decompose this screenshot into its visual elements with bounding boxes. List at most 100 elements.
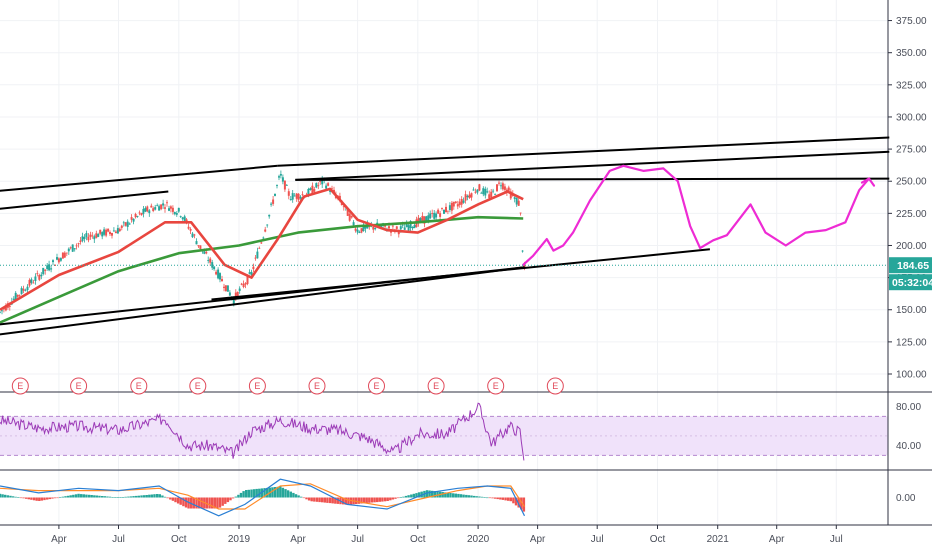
price-tick-label: 350.00 [896,48,927,59]
candle-body [503,186,506,190]
histogram-bar [276,486,279,498]
time-tick-label: Jul [591,534,604,545]
histogram-bar [347,497,350,505]
candle-body [321,178,324,185]
earnings-marker[interactable]: E [427,377,445,395]
earnings-marker[interactable]: E [248,377,266,395]
histogram-bar [137,495,140,498]
earnings-marker[interactable]: E [308,377,326,395]
candle-body [89,234,92,237]
histogram-bar [66,495,70,498]
candle-body [313,189,316,192]
candle-body [445,206,447,213]
earnings-circle [189,377,207,395]
candle-body [71,244,74,252]
candle-body [50,268,53,270]
candle-body [474,191,477,193]
histogram-bar [397,497,400,499]
candle-body [126,221,129,227]
candle-body [301,194,304,196]
candle-body [266,224,269,226]
candle-body [248,272,251,274]
candle-body [213,266,216,270]
histogram-bar [284,489,287,498]
histogram-bar [245,490,248,498]
candle-body [150,205,153,208]
trendline [277,136,890,167]
histogram-bar [431,490,434,498]
candle-body [342,206,345,208]
histogram-bar [425,490,429,498]
candle-body [28,279,31,286]
candle-body [197,245,200,247]
candle-body [56,257,58,260]
candle-body [411,226,414,229]
candle-body [285,185,288,186]
earnings-marker[interactable]: E [70,377,88,395]
time-tick-label: 2019 [228,534,251,545]
candle-body [158,206,161,211]
candle-body [437,209,440,214]
candle-body [193,234,196,236]
candle-body [79,240,82,242]
candle-body [187,226,190,229]
candle-body [519,212,522,214]
histogram-bar [452,493,455,498]
histogram-bar [0,493,2,498]
histogram-bar [252,489,256,498]
histogram-bar [404,495,408,498]
candlestick-series [0,170,526,315]
candle-body [215,271,218,275]
histogram-bar [85,494,88,498]
earnings-marker[interactable]: E [189,377,207,395]
candle-body [264,229,267,232]
candle-body [443,209,445,214]
histogram-bar [355,497,358,504]
histogram-bar [478,496,481,498]
earnings-marker[interactable]: E [368,377,385,395]
earnings-marker[interactable]: E [487,377,505,395]
histogram-bar [197,497,201,509]
candle-body [140,213,143,216]
candle-body [183,216,186,221]
candle-body [500,185,502,187]
histogram-bar [266,487,269,498]
histogram-bar [158,494,161,498]
histogram-bar [32,497,36,501]
histogram-bar [255,488,258,498]
histogram-bar [27,497,30,500]
candle-body [232,298,235,304]
candle-body [146,206,149,212]
candle-body [30,279,33,283]
candle-body [95,233,98,238]
candle-body [397,231,400,235]
candle-body [272,199,275,204]
histogram-bar [171,497,175,501]
candle-body [185,219,188,222]
histogram-bar [11,496,15,498]
price-tick-label: 150.00 [896,305,927,316]
candle-body [281,177,284,182]
candle-body [242,283,245,287]
candle-body [75,245,78,247]
candle-body [287,191,290,196]
time-tick-label: 2020 [467,534,490,545]
histogram-bar [307,497,311,501]
histogram-bar [467,495,471,498]
time-tick-label: Jul [112,534,125,545]
earnings-marker[interactable]: E [130,377,148,395]
candle-body [14,292,17,301]
candle-body [435,213,438,218]
histogram-bar [56,497,59,499]
candle-body [260,242,263,244]
histogram-bar [279,486,282,498]
earnings-label: E [552,381,558,391]
earnings-marker[interactable]: E [546,377,564,395]
earnings-marker[interactable]: E [11,377,29,395]
candle-body [38,275,41,280]
candle-body [32,282,35,284]
histogram-bar [310,497,313,502]
histogram-bar [522,497,526,512]
